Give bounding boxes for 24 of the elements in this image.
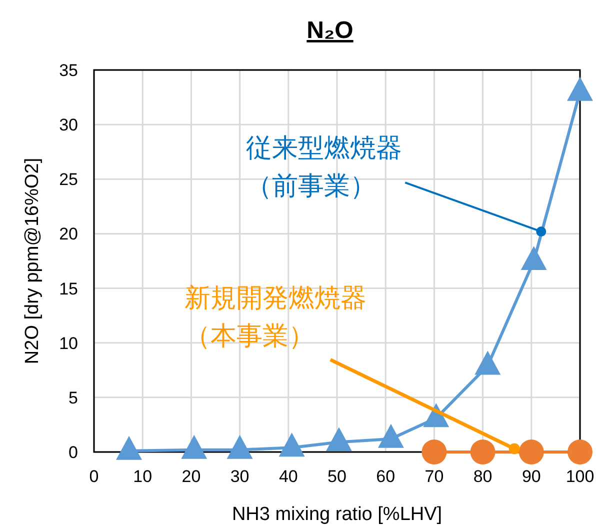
annotation: 新規開発燃焼器（本事業） — [184, 282, 366, 351]
y-tick-label: 30 — [59, 116, 78, 135]
chart-title: N₂O — [306, 17, 354, 44]
x-axis-title: NH3 mixing ratio [%LHV] — [232, 504, 442, 525]
y-tick-label: 20 — [59, 224, 78, 244]
x-tick-label: 30 — [230, 467, 250, 486]
x-tick-label: 70 — [424, 467, 444, 486]
x-tick-label: 10 — [133, 467, 152, 486]
annotation: 従来型燃焼器（前事業） — [246, 132, 402, 201]
y-tick-label: 10 — [59, 334, 78, 353]
y-tick-label: 0 — [68, 443, 78, 462]
y-tick-label: 15 — [59, 279, 78, 298]
x-tick-label: 90 — [522, 467, 541, 486]
x-tick-label: 0 — [89, 467, 99, 486]
x-tick-label: 40 — [278, 467, 298, 486]
x-tick-label: 50 — [328, 467, 346, 486]
x-tick-label: 60 — [376, 467, 396, 486]
y-axis-title: N2O [dry ppm@16%O2] — [22, 158, 43, 364]
x-tick-label: 80 — [473, 467, 492, 486]
x-tick-label: 100 — [566, 467, 594, 486]
y-tick-label: 25 — [59, 170, 78, 190]
x-tick-label: 20 — [182, 467, 201, 486]
y-tick-label: 5 — [68, 388, 78, 408]
y-tick-label: 35 — [59, 61, 78, 80]
